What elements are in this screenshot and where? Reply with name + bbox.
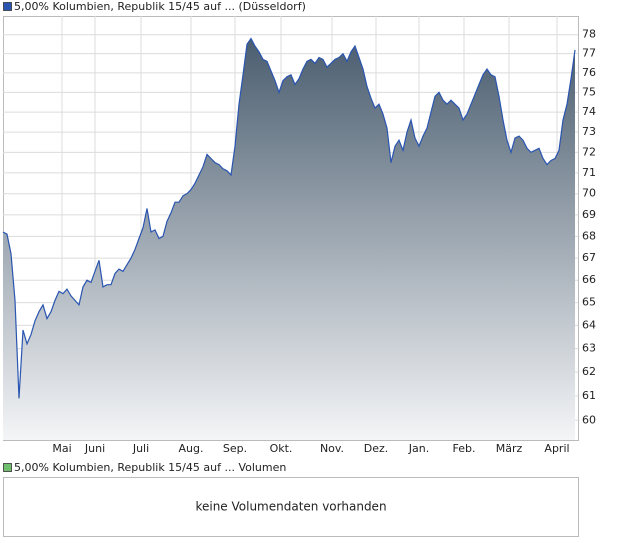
x-tick-label: Aug. <box>179 442 204 455</box>
x-tick-label: Jan. <box>408 442 429 455</box>
x-tick-label: Juli <box>132 442 149 455</box>
y-tick-label: 73 <box>582 125 596 138</box>
x-tick-label: Dez. <box>364 442 389 455</box>
legend-swatch <box>3 463 12 472</box>
y-tick-label: 67 <box>582 251 596 264</box>
y-tick-label: 60 <box>582 413 596 426</box>
y-tick-label: 64 <box>582 318 596 331</box>
y-tick-label: 61 <box>582 389 596 402</box>
area <box>3 38 575 440</box>
y-tick-label: 77 <box>582 47 596 60</box>
x-tick-label: Mai <box>52 442 71 455</box>
line <box>2 37 576 399</box>
y-tick-label: 66 <box>582 273 596 286</box>
y-tick-label: 65 <box>582 296 596 309</box>
volume-message: keine Volumendaten vorhanden <box>195 500 386 514</box>
y-tick-label: 63 <box>582 342 596 355</box>
y-tick-label: 76 <box>582 66 596 79</box>
y-tick-label: 75 <box>582 85 596 98</box>
y-tick-label: 74 <box>582 105 596 118</box>
legend-label: 5,00% Kolumbien, Republik 15/45 auf ... … <box>14 461 286 474</box>
legend-swatch <box>3 2 12 11</box>
legend-label: 5,00% Kolumbien, Republik 15/45 auf ... … <box>14 0 306 13</box>
y-tick-label: 62 <box>582 365 596 378</box>
volume-frame <box>3 477 579 537</box>
y-tick-label: 70 <box>582 187 596 200</box>
x-tick-label: Nov. <box>320 442 344 455</box>
x-tick-label: Juni <box>84 442 105 455</box>
x-tick-label: Feb. <box>453 442 476 455</box>
x-tick-label: März <box>496 442 523 455</box>
y-tick-label: 69 <box>582 208 596 221</box>
x-tick-label: April <box>544 442 569 455</box>
y-tick-label: 78 <box>582 28 596 41</box>
x-tick-label: Okt. <box>270 442 293 455</box>
y-tick-label: 72 <box>582 145 596 158</box>
y-tick-label: 71 <box>582 166 596 179</box>
x-tick-label: Sep. <box>223 442 247 455</box>
y-tick-label: 68 <box>582 229 596 242</box>
